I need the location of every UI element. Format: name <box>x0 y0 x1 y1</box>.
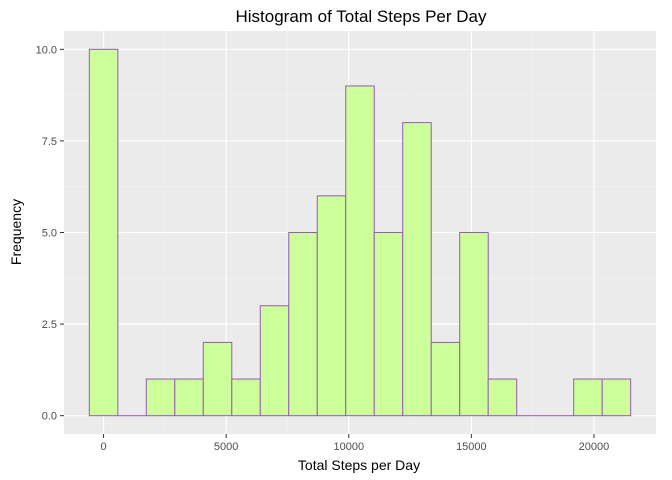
histogram-bar <box>345 85 375 417</box>
histogram-bar <box>145 378 176 417</box>
y-tick-label: 0.0 <box>42 411 57 423</box>
x-tick-label: 10000 <box>333 441 364 453</box>
histogram-bars <box>88 48 632 417</box>
histogram-bar <box>601 378 632 417</box>
x-tick-label: 20000 <box>579 441 610 453</box>
x-tick-label: 15000 <box>456 441 487 453</box>
histogram-bar <box>573 378 603 417</box>
histogram-bar <box>373 232 404 417</box>
y-axis: 0.0 2.5 5.0 7.5 10.0 <box>36 44 64 423</box>
histogram-bar <box>316 195 347 417</box>
y-tick-label: 2.5 <box>42 319 57 331</box>
x-axis-title: Total Steps per Day <box>298 457 420 473</box>
x-tick-label: 0 <box>101 441 107 453</box>
histogram-bar <box>459 232 489 417</box>
x-tick-label: 5000 <box>214 441 238 453</box>
chart-title: Histogram of Total Steps Per Day <box>235 7 487 26</box>
histogram-bar <box>288 232 318 417</box>
histogram-bar <box>88 48 119 417</box>
x-axis: 0 5000 10000 15000 20000 <box>101 434 610 453</box>
histogram-bar <box>402 122 432 417</box>
histogram-bar <box>174 378 204 417</box>
y-tick-label: 7.5 <box>42 136 57 148</box>
histogram-bar <box>202 341 233 417</box>
y-axis-title: Frequency <box>8 199 24 265</box>
histogram-bar <box>231 378 261 417</box>
histogram-bar <box>487 378 518 417</box>
histogram-bar <box>430 341 461 417</box>
histogram-bar <box>259 305 290 417</box>
y-tick-label: 5.0 <box>42 228 57 240</box>
y-tick-label: 10.0 <box>36 44 57 56</box>
